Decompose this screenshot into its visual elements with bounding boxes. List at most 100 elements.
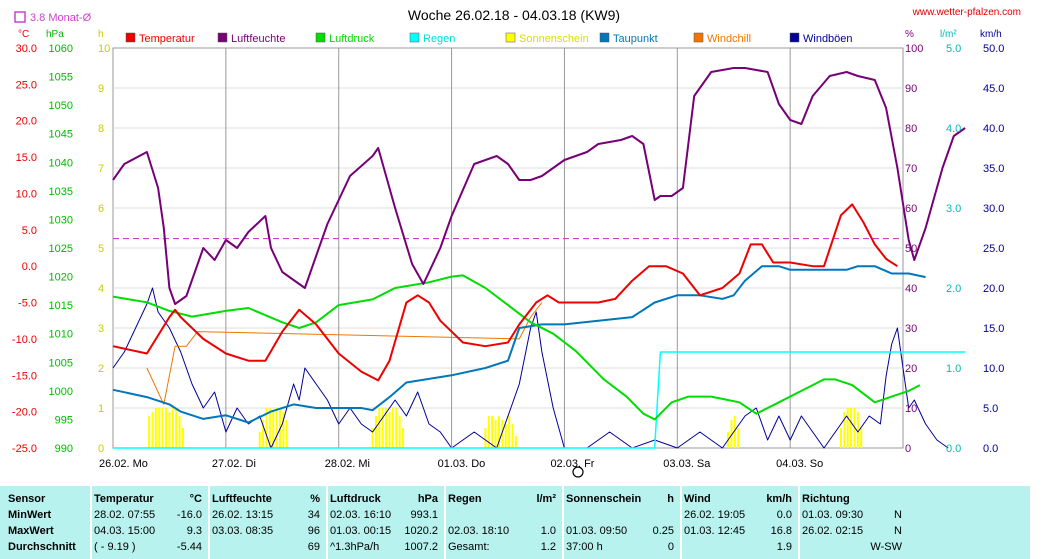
rain-tick-label: 0.0 xyxy=(946,443,961,455)
table-header: Richtung xyxy=(802,493,850,505)
table-value: 993.1 xyxy=(410,509,438,521)
sun-tick-label: 1 xyxy=(98,403,104,415)
sunshine-bar xyxy=(385,408,388,448)
sunshine-bar xyxy=(265,408,268,448)
table-value: 1020.2 xyxy=(404,525,438,537)
sun-unit: h xyxy=(98,29,104,40)
legend-label: Luftfeuchte xyxy=(231,33,285,45)
sunshine-bar xyxy=(175,408,178,448)
rain-tick-label: 1.0 xyxy=(946,363,961,375)
table-value: N xyxy=(894,525,902,537)
sun-tick-label: 8 xyxy=(98,123,104,135)
pressure-tick-label: 990 xyxy=(55,443,73,455)
day-label: 26.02. Mo xyxy=(99,458,148,470)
legend-label: Regen xyxy=(423,33,455,45)
series-lines xyxy=(112,67,966,449)
table-cell: 01.03. 09:30 xyxy=(802,509,864,521)
sunshine-bar xyxy=(371,428,374,448)
humidity-tick-label: 70 xyxy=(905,163,917,175)
humidity-tick-label: 90 xyxy=(905,83,917,95)
table-column: Richtung 01.03. 09:30 N 26.02. 02:15 N W-SW xyxy=(802,486,906,559)
sunshine-bar xyxy=(378,408,381,448)
pressure-tick-label: 995 xyxy=(55,414,73,426)
pressure-tick-label: 1015 xyxy=(49,300,73,312)
humidity-tick-label: 20 xyxy=(905,363,917,375)
table-cell: 26.02. 13:15 xyxy=(212,509,274,521)
table-value: -5.44 xyxy=(176,541,202,553)
legend-swatch xyxy=(217,32,228,43)
table-header: Wind xyxy=(684,493,711,505)
humidity-tick-label: 30 xyxy=(905,323,917,335)
table-cell: 37:00 h xyxy=(566,541,603,553)
series-line-temperatur xyxy=(112,203,898,382)
rain-unit: l/m² xyxy=(940,29,957,40)
pressure-tick-label: 1040 xyxy=(49,157,73,169)
table-cell: ^1.3hPa/h xyxy=(330,541,380,553)
sunshine-bar xyxy=(737,428,740,448)
table-value: 9.3 xyxy=(186,525,202,537)
table-value: 0.0 xyxy=(776,509,792,521)
sunshine-bar xyxy=(514,436,517,448)
pressure-tick-label: 1045 xyxy=(49,129,73,141)
day-label: 04.03. So xyxy=(776,458,823,470)
table-column: Sensor MinWert MaxWert Durchschnitt xyxy=(8,486,92,559)
pressure-tick-label: 1030 xyxy=(49,214,73,226)
sunshine-bar xyxy=(148,416,151,448)
table-column: Sonnenschein h 01.03. 09:50 0.25 37:00 h 0 xyxy=(566,486,678,559)
table-cell: 02.03. 16:10 xyxy=(330,509,392,521)
table-header: Regen xyxy=(448,493,482,505)
table-cell: 01.03. 00:15 xyxy=(330,525,392,537)
sunshine-bar xyxy=(395,408,398,448)
humidity-tick-label: 80 xyxy=(905,123,917,135)
table-cell: 02.03. 18:10 xyxy=(448,525,510,537)
legend-label: Temperatur xyxy=(139,33,195,45)
sun-tick-label: 6 xyxy=(98,203,104,215)
wind-tick-label: 20.0 xyxy=(983,283,1004,295)
wind-tick-label: 50.0 xyxy=(983,43,1004,55)
weather-chart: 30.025.020.015.010.05.00.0-5.0-10.0-15.0… xyxy=(12,7,1021,478)
legend-label: Windböen xyxy=(803,33,853,45)
sunshine-bar xyxy=(856,412,859,448)
table-value: 69 xyxy=(307,541,320,553)
table-header: Temperatur xyxy=(94,493,154,505)
table-unit: l/m² xyxy=(536,493,556,505)
legend-swatch xyxy=(315,32,326,43)
axes: 30.025.020.015.010.05.00.0-5.0-10.0-15.0… xyxy=(12,43,1005,470)
rain-tick-label: 2.0 xyxy=(946,283,961,295)
legend-swatch xyxy=(505,32,516,43)
legend-swatch xyxy=(789,32,800,43)
table-value: -16.0 xyxy=(176,509,202,521)
table-cell: Gesamt: xyxy=(448,541,490,553)
legend-label: Taupunkt xyxy=(613,33,658,45)
temp-tick-label: 15.0 xyxy=(16,152,37,164)
sunshine-bar xyxy=(165,408,168,448)
humidity-tick-label: 10 xyxy=(905,403,917,415)
grid xyxy=(113,48,903,448)
temp-unit: °C xyxy=(18,29,29,40)
pressure-tick-label: 1035 xyxy=(49,186,73,198)
legend-swatch xyxy=(599,32,610,43)
sun-tick-label: 7 xyxy=(98,163,104,175)
table-unit: % xyxy=(310,493,320,505)
pressure-unit: hPa xyxy=(46,29,64,40)
table-value: N xyxy=(894,509,902,521)
wind-tick-label: 5.0 xyxy=(983,403,998,415)
day-label: 01.03. Do xyxy=(438,458,486,470)
series-line-windböen xyxy=(112,287,949,449)
table-cell: MinWert xyxy=(8,509,52,521)
sun-tick-label: 4 xyxy=(98,283,104,295)
legend-label: Windchill xyxy=(707,33,751,45)
table-cell: 26.02. 19:05 xyxy=(684,509,746,521)
table-value: 1.9 xyxy=(776,541,792,553)
website-link[interactable]: www.wetter-pfalzen.com xyxy=(912,7,1021,18)
sunshine-bar xyxy=(846,408,849,448)
rain-tick-label: 4.0 xyxy=(946,123,961,135)
humidity-unit: % xyxy=(905,29,914,40)
temp-tick-label: -15.0 xyxy=(12,370,37,382)
table-cell: Durchschnitt xyxy=(8,541,76,553)
sunshine-bar xyxy=(508,416,511,448)
sunshine-bar xyxy=(487,416,490,448)
table-value: 16.8 xyxy=(770,525,792,537)
column-divider xyxy=(562,486,564,559)
temp-tick-label: -25.0 xyxy=(12,443,37,455)
